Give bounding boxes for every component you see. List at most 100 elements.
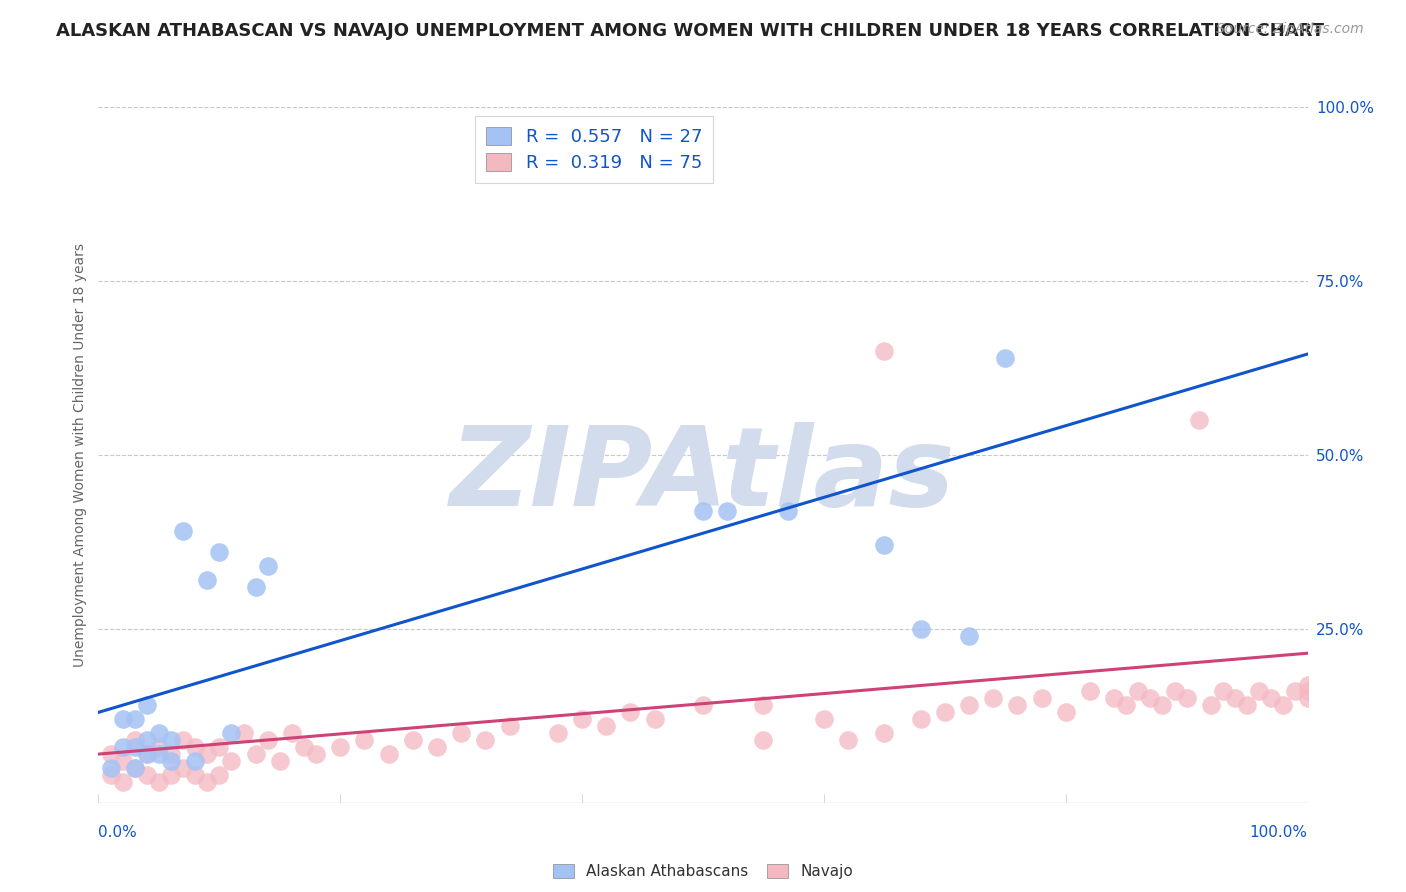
- Point: [124, 733, 146, 747]
- Point: [644, 712, 666, 726]
- Point: [1054, 706, 1077, 720]
- Point: [111, 712, 134, 726]
- Point: [111, 775, 134, 789]
- Point: [837, 733, 859, 747]
- Point: [148, 740, 170, 755]
- Point: [619, 706, 641, 720]
- Point: [160, 747, 183, 761]
- Point: [981, 691, 1004, 706]
- Point: [910, 712, 932, 726]
- Point: [305, 747, 328, 761]
- Point: [873, 343, 896, 358]
- Point: [547, 726, 569, 740]
- Point: [160, 733, 183, 747]
- Point: [957, 629, 980, 643]
- Point: [135, 747, 157, 761]
- Point: [245, 580, 267, 594]
- Point: [221, 754, 243, 768]
- Point: [1223, 691, 1246, 706]
- Point: [1249, 684, 1271, 698]
- Point: [752, 698, 775, 713]
- Text: 0.0%: 0.0%: [98, 825, 138, 840]
- Point: [160, 754, 183, 768]
- Point: [148, 775, 170, 789]
- Point: [160, 768, 183, 782]
- Point: [1199, 698, 1222, 713]
- Point: [100, 768, 122, 782]
- Point: [1296, 691, 1319, 706]
- Point: [994, 351, 1017, 365]
- Point: [184, 740, 207, 755]
- Text: ALASKAN ATHABASCAN VS NAVAJO UNEMPLOYMENT AMONG WOMEN WITH CHILDREN UNDER 18 YEA: ALASKAN ATHABASCAN VS NAVAJO UNEMPLOYMEN…: [56, 22, 1324, 40]
- Point: [692, 503, 714, 517]
- Point: [1284, 684, 1306, 698]
- Point: [208, 768, 231, 782]
- Point: [776, 503, 799, 517]
- Point: [377, 747, 399, 761]
- Point: [172, 761, 194, 775]
- Point: [124, 761, 146, 775]
- Point: [172, 733, 194, 747]
- Point: [148, 747, 170, 761]
- Point: [124, 740, 146, 755]
- Point: [1139, 691, 1161, 706]
- Point: [100, 747, 122, 761]
- Point: [256, 559, 278, 574]
- Point: [184, 768, 207, 782]
- Point: [1236, 698, 1258, 713]
- Point: [172, 524, 194, 539]
- Point: [957, 698, 980, 713]
- Point: [208, 740, 231, 755]
- Point: [813, 712, 835, 726]
- Point: [353, 733, 375, 747]
- Point: [402, 733, 425, 747]
- Text: 100.0%: 100.0%: [1250, 825, 1308, 840]
- Point: [426, 740, 449, 755]
- Legend: Alaskan Athabascans, Navajo: Alaskan Athabascans, Navajo: [547, 858, 859, 886]
- Y-axis label: Unemployment Among Women with Children Under 18 years: Unemployment Among Women with Children U…: [73, 243, 87, 667]
- Point: [1031, 691, 1053, 706]
- Point: [752, 733, 775, 747]
- Point: [232, 726, 254, 740]
- Point: [571, 712, 593, 726]
- Point: [1296, 684, 1319, 698]
- Point: [184, 754, 207, 768]
- Point: [1296, 677, 1319, 691]
- Point: [208, 545, 231, 559]
- Point: [1152, 698, 1174, 713]
- Point: [281, 726, 304, 740]
- Point: [135, 768, 157, 782]
- Point: [934, 706, 956, 720]
- Point: [269, 754, 291, 768]
- Point: [195, 573, 218, 587]
- Point: [1102, 691, 1125, 706]
- Point: [474, 733, 496, 747]
- Point: [148, 726, 170, 740]
- Point: [1115, 698, 1137, 713]
- Text: ZIPAtlas: ZIPAtlas: [450, 422, 956, 529]
- Point: [100, 761, 122, 775]
- Point: [292, 740, 315, 755]
- Point: [135, 747, 157, 761]
- Point: [111, 740, 134, 755]
- Point: [329, 740, 352, 755]
- Point: [195, 775, 218, 789]
- Point: [873, 538, 896, 552]
- Point: [450, 726, 472, 740]
- Point: [498, 719, 520, 733]
- Point: [910, 622, 932, 636]
- Point: [595, 719, 617, 733]
- Point: [124, 761, 146, 775]
- Point: [1272, 698, 1295, 713]
- Point: [1175, 691, 1198, 706]
- Point: [1163, 684, 1185, 698]
- Point: [1007, 698, 1029, 713]
- Point: [716, 503, 738, 517]
- Point: [1078, 684, 1101, 698]
- Point: [1128, 684, 1150, 698]
- Point: [135, 698, 157, 713]
- Point: [1188, 413, 1211, 427]
- Point: [135, 733, 157, 747]
- Point: [1212, 684, 1234, 698]
- Point: [256, 733, 278, 747]
